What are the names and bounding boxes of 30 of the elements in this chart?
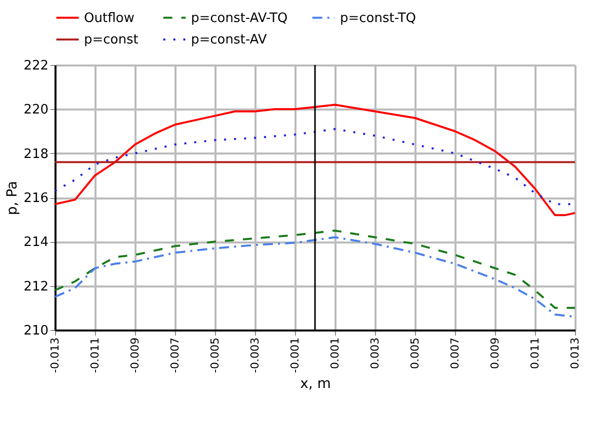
y-tick-label: 220: [24, 102, 48, 118]
x-tick-label: 0.003: [368, 338, 382, 369]
legend-label: p=const-TQ: [340, 10, 416, 26]
x-tick-label: -0.001: [288, 338, 302, 373]
legend-label: Outflow: [84, 10, 135, 26]
y-tick-label: 210: [24, 324, 48, 338]
y-axis-title: p, Pa: [4, 180, 21, 216]
line-series: [55, 230, 575, 309]
y-tick-label: 218: [24, 146, 48, 162]
legend-label: p=const-AV: [191, 32, 267, 48]
x-tick-label: 0.001: [328, 338, 342, 369]
x-tick-label: -0.009: [128, 338, 142, 373]
x-tick-label: -0.005: [208, 338, 222, 373]
y-tick-label: 214: [24, 235, 48, 250]
x-tick-label: 0.011: [528, 338, 542, 369]
y-tick-label: 222: [24, 58, 48, 74]
x-tick-label: -0.007: [168, 338, 182, 373]
x-tick-label: 0.005: [408, 338, 422, 369]
line-series: [55, 104, 575, 216]
x-tick-label: 0.009: [488, 338, 502, 369]
x-tick-label: -0.013: [48, 338, 62, 373]
x-tick-label: -0.003: [248, 338, 262, 373]
x-axis-title: x, m: [300, 376, 331, 392]
legend-label: p=const-AV-TQ: [191, 10, 288, 26]
x-tick-label: -0.011: [88, 338, 102, 373]
y-tick-label: 212: [24, 279, 48, 294]
legend-label: p=const: [84, 32, 138, 48]
x-tick-label: 0.013: [568, 338, 582, 369]
x-tick-label: 0.007: [448, 338, 462, 369]
y-tick-label: 216: [24, 191, 48, 206]
